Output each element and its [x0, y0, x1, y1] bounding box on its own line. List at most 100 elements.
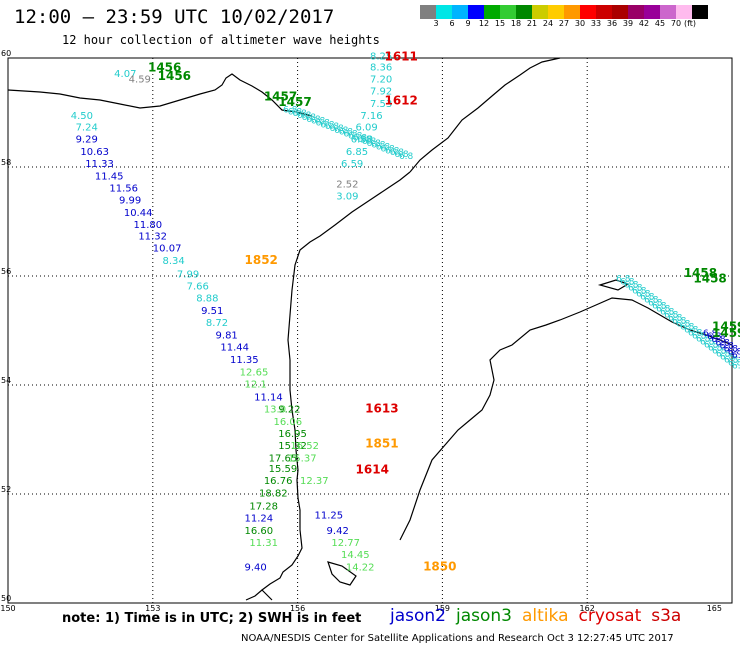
color-scale-tick: 45	[654, 19, 666, 28]
swath-mark: 6.8	[732, 351, 740, 361]
color-scale-tick: 6	[449, 19, 455, 28]
lat-label: 58	[1, 158, 11, 167]
swath-mark: 6.8	[720, 353, 735, 363]
legend-cryosat: cryosat	[578, 606, 642, 626]
swath-mark: 6.8	[376, 143, 391, 153]
commander-islands	[597, 279, 630, 291]
footer-note: note: 1) Time is in UTC; 2) SWH is in fe…	[62, 611, 362, 626]
wave-height-label: 11.44	[220, 343, 249, 354]
satellite-legend: jason2 jason3 altika cryosat s3a	[390, 606, 691, 626]
wave-height-label: 10.44	[124, 208, 153, 219]
pass-time-label: 1611	[384, 50, 417, 64]
wave-height-label: 9.40	[245, 562, 267, 573]
wave-height-label: 9.42	[327, 526, 349, 537]
wave-height-label: 16.76	[264, 476, 293, 487]
swath-mark: 6.8	[732, 362, 740, 372]
swath-mark: 6.8	[692, 332, 707, 342]
wave-height-label: 7.16	[360, 111, 382, 122]
color-scale-tick: 36	[606, 19, 618, 28]
swath-mark: 6.8	[311, 117, 326, 127]
swath-mark: 6.8	[394, 150, 409, 160]
pass-time-label: 1852	[245, 253, 278, 267]
swath-mark: 6.8	[329, 124, 344, 134]
swath-mark: 6.8	[640, 292, 655, 302]
pass-time-label: 1851	[365, 437, 398, 451]
pass-time-label: 1456	[158, 69, 191, 83]
pass-time-label: 1457	[264, 90, 297, 104]
island-south	[327, 561, 357, 586]
coastline	[7, 57, 733, 601]
color-scale-tick: 33	[590, 19, 602, 28]
pass-time-label: 1850	[423, 559, 456, 573]
legend-s3a: s3a	[651, 606, 682, 626]
wave-height-label: 6.59	[341, 159, 363, 170]
color-scale-tick: 9	[465, 19, 471, 28]
pass-time-label: 1613	[365, 401, 398, 415]
swath-mark: 6.8	[707, 332, 722, 342]
wave-height-label: 12.1	[245, 380, 267, 391]
wave-height-label: 9.51	[201, 306, 223, 317]
swath-mark: 6.8	[672, 317, 687, 327]
swath-mark: 6.8	[283, 106, 298, 116]
wave-height-label: 2.52	[336, 180, 358, 191]
wave-height-label: 6.09	[356, 122, 378, 133]
swath-mark: 6.8	[399, 152, 414, 162]
wave-height-label: 10.63	[80, 147, 109, 158]
color-scale-swatch	[564, 5, 580, 19]
swath-mark: 6.8	[720, 341, 735, 351]
wave-height-label: 15.59	[269, 464, 298, 475]
pass-time-label: 1458	[684, 266, 717, 280]
color-scale-swatch	[500, 5, 516, 19]
wave-height-label: 7.20	[370, 75, 392, 86]
wave-height-label: 4.07	[114, 69, 136, 80]
swath-mark: 6.8	[380, 144, 395, 154]
swath-mark: 6.8	[371, 141, 386, 151]
kamchatka-coast-west	[261, 171, 411, 601]
lat-label: 52	[1, 485, 11, 494]
lat-label: 54	[1, 376, 11, 385]
wave-height-label: 17.28	[249, 501, 278, 512]
lat-label: 60	[1, 49, 11, 58]
swath-mark: 6.8	[708, 344, 723, 354]
swath-mark: 6.8	[362, 137, 377, 147]
color-scale-tick: 70	[670, 19, 682, 28]
lon-label: 162	[580, 604, 595, 613]
color-scale-tick: 30	[574, 19, 586, 28]
swath-mark: 6.8	[302, 113, 317, 123]
color-scale-tick: 15	[494, 19, 506, 28]
color-scale-swatch	[516, 5, 532, 19]
wave-height-label: 12.37	[300, 476, 329, 487]
wave-height-label: 8.88	[196, 294, 218, 305]
wave-height-label: 7.24	[76, 122, 98, 133]
swath-mark: 6.8	[652, 302, 667, 312]
wave-height-label: 16.52	[290, 441, 319, 452]
lon-label: 165	[707, 604, 722, 613]
magadan-coast	[7, 73, 313, 117]
swath-mark: 6.8	[644, 295, 659, 305]
wave-height-label: 6.85	[346, 147, 368, 158]
wave-height-label: 11.32	[138, 231, 167, 242]
swath-mark: 6.8	[628, 283, 643, 293]
swath-mark: 6.8	[348, 131, 363, 141]
swath-mark: 6.8	[728, 359, 740, 369]
wave-height-label: 6.58	[351, 134, 373, 145]
swath-mark: 6.8	[385, 146, 400, 156]
wave-height-label: 11.80	[133, 220, 162, 231]
swath-mark: 6.8	[648, 299, 663, 309]
swath-mark: 6.8	[660, 308, 675, 318]
swath-mark: 6.8	[353, 133, 368, 143]
color-scale-unit: (ft)	[684, 19, 697, 28]
kamchatka-coast-east	[399, 57, 733, 541]
wave-height-label: 11.56	[109, 184, 138, 195]
wave-height-label: 8.34	[162, 256, 184, 267]
color-scale-swatch	[692, 5, 708, 19]
map-subtitle: 12 hour collection of altimeter wave hei…	[62, 33, 380, 47]
color-scale-tick: 24	[542, 19, 554, 28]
swath-mark: 6.8	[339, 128, 354, 138]
swath-mark: 6.8	[676, 320, 691, 330]
swath-mark: 6.8	[288, 107, 303, 117]
color-scale: 3 6 9 12 15 18 21 24 27 30 33 36 39 42 45 70 (ft)	[420, 5, 708, 28]
wave-height-label: 7.99	[177, 270, 199, 281]
color-scale-swatch	[612, 5, 628, 19]
wave-height-labels: 8.258.367.207.927.537.166.096.58 6.856.59…	[71, 52, 393, 574]
